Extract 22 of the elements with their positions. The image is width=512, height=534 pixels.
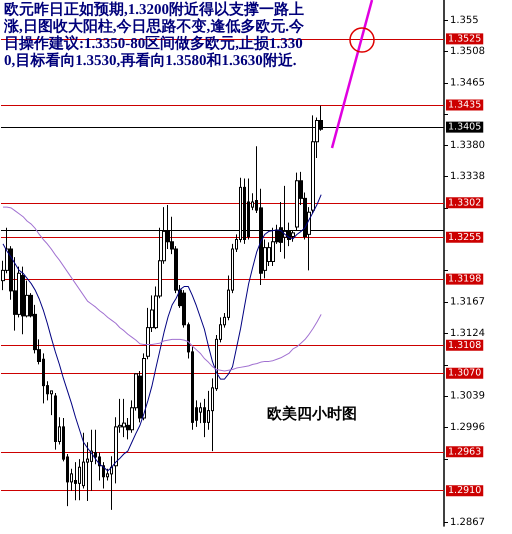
ref-line-label: 1.3108 xyxy=(448,340,482,351)
ref-line-label: 1.3525 xyxy=(448,33,482,44)
y-tick-label: 1.3465 xyxy=(450,78,485,89)
ref-line-label: 1.3198 xyxy=(448,274,482,285)
annotation: 欧元昨日正如预期,1.3200附近得以支撑一路上涨,日图收大阳柱,今日思路不变,逢低多欧元.今日操作建议:1.3350-80区间做多欧元,止损1.3300,目标看向1.3530,再看向1.3580和1.3630附近. xyxy=(4,2,304,70)
ref-line-label: 1.3255 xyxy=(448,232,482,243)
y-tick-label: 1.3039 xyxy=(450,390,485,402)
y-tick-label: 1.3338 xyxy=(450,170,485,182)
y-tick-label: 1.2996 xyxy=(450,422,485,434)
y-tick-label: 1.3508 xyxy=(450,46,485,57)
y-tick-label: 1.3124 xyxy=(450,328,485,340)
ref-line-label: 1.3435 xyxy=(448,100,482,111)
y-tick-label: 1.2867 xyxy=(450,516,485,528)
ref-line-label: 1.3405 xyxy=(448,122,482,133)
y-tick-label: 1.3167 xyxy=(450,296,485,308)
ref-line-label: 1.2910 xyxy=(448,485,482,496)
ref-line-label: 1.3070 xyxy=(448,368,482,379)
ref-line-label: 1.3302 xyxy=(448,197,482,208)
text: 欧美四小时图 xyxy=(267,404,357,422)
y-tick-label: 1.3380 xyxy=(450,140,485,151)
y-tick-label: 1.355 xyxy=(450,15,479,26)
ref-line-label: 1.2963 xyxy=(448,446,482,458)
